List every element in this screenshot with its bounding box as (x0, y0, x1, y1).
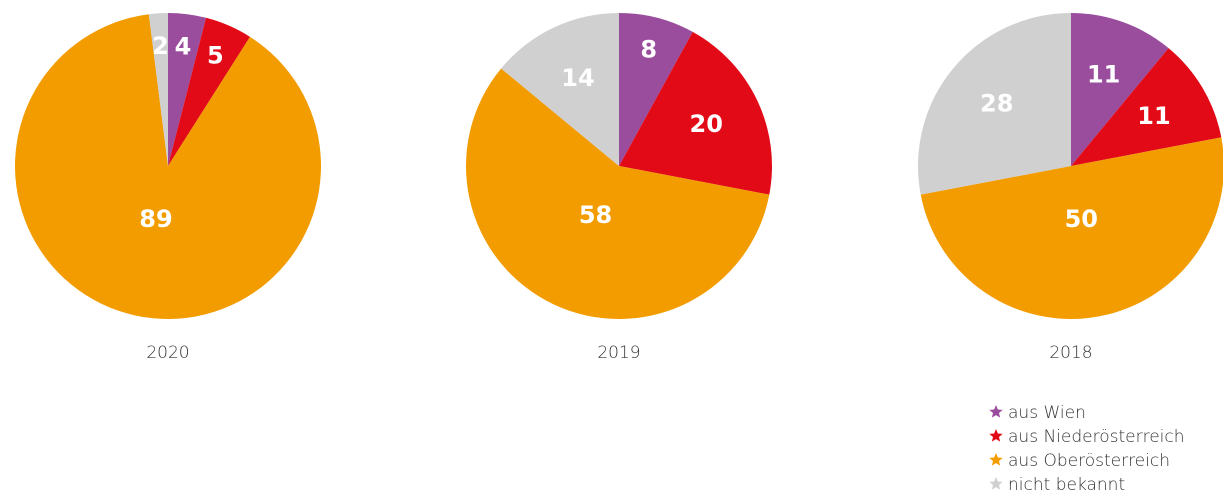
pie-slice (148, 13, 168, 166)
legend-label: aus Oberösterreich (1008, 451, 1170, 471)
pie-slice (619, 13, 693, 166)
pie-slice (619, 31, 772, 195)
legend-marker (989, 453, 1003, 466)
pie-slice (920, 137, 1223, 319)
legend-label: nicht bekannt (1008, 475, 1125, 495)
pie-slice (168, 13, 207, 166)
pie-slice (466, 68, 770, 320)
pie-title: 2020 (146, 343, 189, 363)
pie-slice (501, 13, 619, 166)
pie-slice (1071, 48, 1222, 166)
pie-slice (168, 17, 250, 166)
legend-marker (989, 429, 1003, 442)
slice-label: 5 (207, 41, 224, 69)
slice-label: 28 (980, 90, 1013, 118)
pie-slice (1071, 13, 1169, 166)
pie-title: 2018 (1049, 343, 1092, 363)
pie-title: 2019 (597, 343, 640, 363)
slice-label: 2 (152, 32, 169, 60)
slice-label: 58 (579, 201, 612, 229)
slice-label: 11 (1087, 60, 1120, 88)
pie-slice (14, 14, 321, 320)
legend-label: aus Niederösterreich (1008, 427, 1185, 447)
legend-marker (989, 405, 1003, 418)
slice-label: 20 (690, 110, 723, 138)
legend-label: aus Wien (1008, 403, 1086, 423)
legend-marker (989, 477, 1003, 490)
slice-label: 8 (640, 35, 657, 63)
slice-label: 89 (139, 205, 172, 233)
slice-label: 11 (1137, 102, 1170, 130)
slice-label: 50 (1065, 205, 1098, 233)
pie-slice (917, 13, 1071, 195)
slice-label: 4 (175, 33, 192, 61)
slice-label: 14 (561, 64, 594, 92)
